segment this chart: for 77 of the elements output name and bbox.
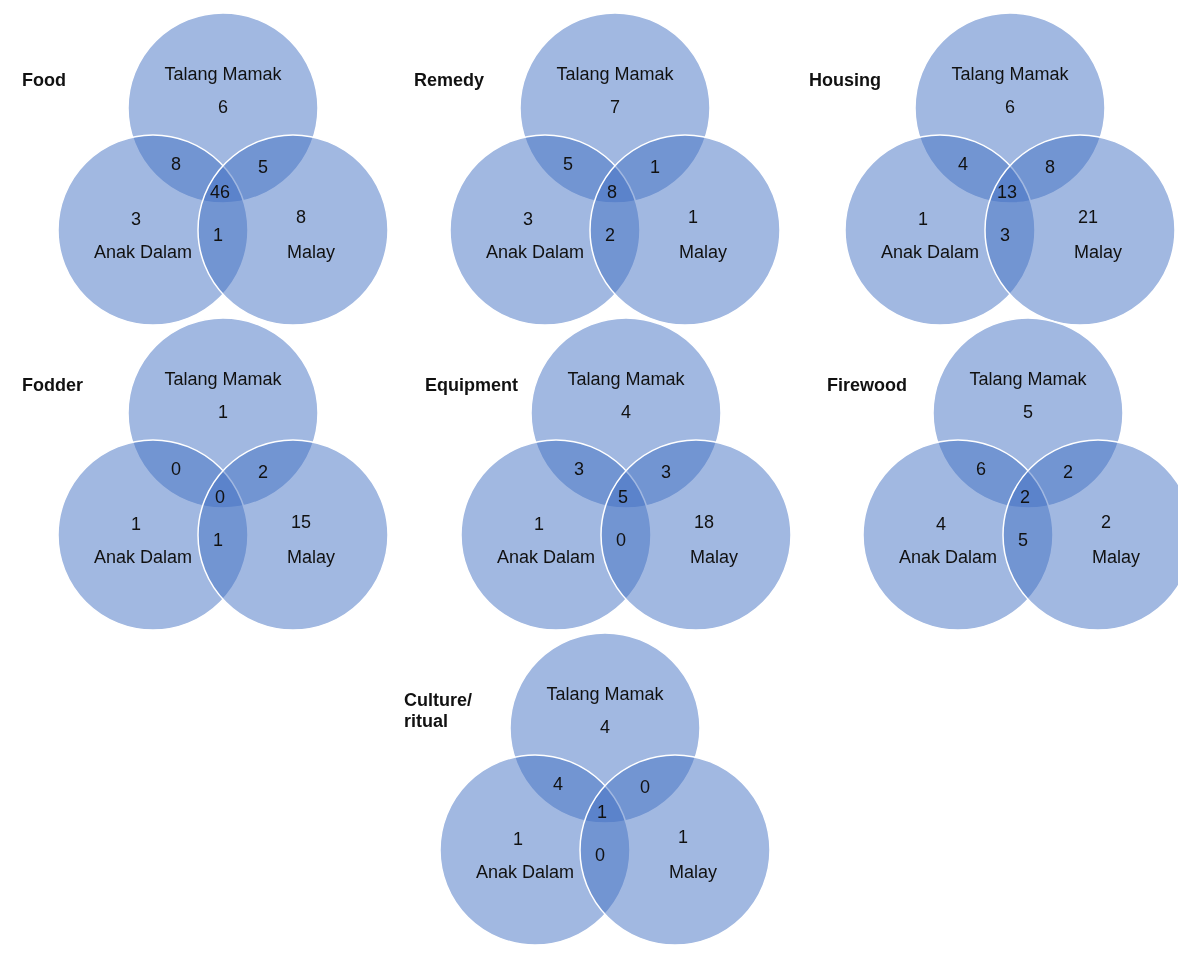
data-label: 21 xyxy=(1077,206,1099,227)
text: Remedy xyxy=(414,70,485,91)
category-label: Talang Mamak xyxy=(969,368,1088,389)
data-label: 3 xyxy=(522,208,534,229)
text: 1 xyxy=(596,801,608,822)
text: Equipment xyxy=(425,375,518,396)
category-label: Malay xyxy=(1091,546,1141,567)
data-label: 1 xyxy=(130,513,142,534)
text: 8 xyxy=(1044,156,1056,177)
data-label: 15 xyxy=(290,511,312,532)
category-label: Talang Mamak xyxy=(556,63,675,84)
category-label: Malay xyxy=(286,546,336,567)
text: 1 xyxy=(212,529,224,550)
category-label: Anak Dalam xyxy=(93,241,193,262)
data-label: 1 xyxy=(687,206,699,227)
text: 5 xyxy=(617,486,629,507)
text: 1 xyxy=(212,224,224,245)
text: 3 xyxy=(999,224,1011,245)
category-label: Malay xyxy=(678,241,728,262)
text: Culture/ ritual xyxy=(404,690,473,732)
data-label: 1 xyxy=(917,208,929,229)
data-label: 7 xyxy=(609,96,621,117)
data-label: 2 xyxy=(1100,511,1112,532)
data-label: 1 xyxy=(533,513,545,534)
text: 8 xyxy=(606,181,618,202)
text: 13 xyxy=(996,181,1018,202)
text: 0 xyxy=(170,458,182,479)
data-label: 6 xyxy=(1004,96,1016,117)
category-label: Anak Dalam xyxy=(485,241,585,262)
category-label: Anak Dalam xyxy=(880,241,980,262)
text: 2 xyxy=(257,461,269,482)
text: 3 xyxy=(573,458,585,479)
category-label: Malay xyxy=(1073,241,1123,262)
data-label: 5 xyxy=(1022,401,1034,422)
text: Fodder xyxy=(22,375,83,396)
category-label: Anak Dalam xyxy=(93,546,193,567)
text: 0 xyxy=(594,844,606,865)
text: 8 xyxy=(170,153,182,174)
text: 46 xyxy=(209,181,231,202)
category-label: Anak Dalam xyxy=(475,861,575,882)
data-label: 8 xyxy=(295,206,307,227)
category-label: Anak Dalam xyxy=(898,546,998,567)
text: Housing xyxy=(809,70,881,91)
text: 5 xyxy=(257,156,269,177)
data-label: 3 xyxy=(130,208,142,229)
text: 0 xyxy=(615,529,627,550)
text: 2 xyxy=(604,224,616,245)
data-label: 6 xyxy=(217,96,229,117)
category-label: Malay xyxy=(689,546,739,567)
data-label: 4 xyxy=(935,513,947,534)
text: 0 xyxy=(639,776,651,797)
category-label: Talang Mamak xyxy=(951,63,1070,84)
text: 2 xyxy=(1019,486,1031,507)
text: 4 xyxy=(957,153,969,174)
text: 1 xyxy=(649,156,661,177)
category-label: Talang Mamak xyxy=(164,368,283,389)
text: 0 xyxy=(214,486,226,507)
text: Firewood xyxy=(827,375,907,396)
text: 5 xyxy=(1017,529,1029,550)
category-label: Malay xyxy=(668,861,718,882)
text: 5 xyxy=(562,153,574,174)
category-label: Anak Dalam xyxy=(496,546,596,567)
data-label: 1 xyxy=(512,828,524,849)
data-label: 1 xyxy=(217,401,229,422)
category-label: Talang Mamak xyxy=(546,683,665,704)
data-label: 1 xyxy=(677,826,689,847)
text: 6 xyxy=(975,458,987,479)
data-label: 4 xyxy=(620,401,632,422)
category-label: Talang Mamak xyxy=(567,368,686,389)
text: 2 xyxy=(1062,461,1074,482)
data-label: 18 xyxy=(693,511,715,532)
text: 4 xyxy=(552,773,564,794)
data-label: 4 xyxy=(599,716,611,737)
category-label: Talang Mamak xyxy=(164,63,283,84)
text: Food xyxy=(22,70,66,91)
category-label: Malay xyxy=(286,241,336,262)
text: 3 xyxy=(660,461,672,482)
